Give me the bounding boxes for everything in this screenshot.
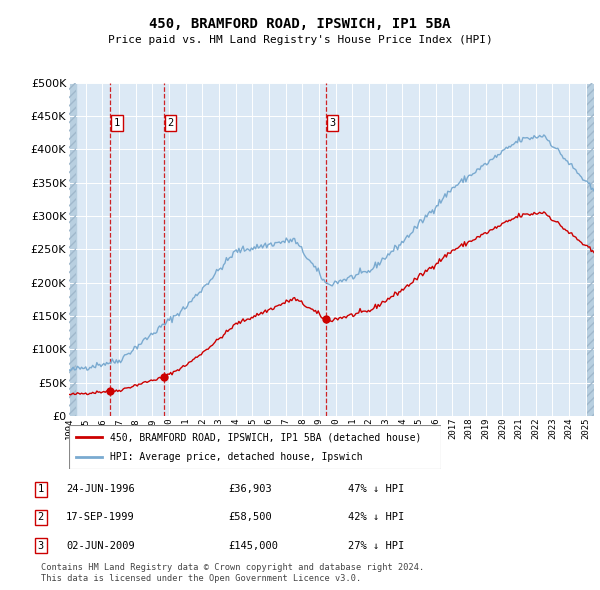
FancyBboxPatch shape bbox=[69, 425, 441, 469]
Text: 42% ↓ HPI: 42% ↓ HPI bbox=[348, 513, 404, 522]
Text: 24-JUN-1996: 24-JUN-1996 bbox=[66, 484, 135, 494]
Text: 3: 3 bbox=[329, 118, 335, 128]
Bar bbox=[587, 83, 594, 416]
Text: £145,000: £145,000 bbox=[228, 541, 278, 550]
Bar bbox=[587, 83, 594, 416]
Bar bbox=[69, 83, 76, 416]
Text: 2: 2 bbox=[38, 513, 44, 522]
Text: £36,903: £36,903 bbox=[228, 484, 272, 494]
Text: Contains HM Land Registry data © Crown copyright and database right 2024.
This d: Contains HM Land Registry data © Crown c… bbox=[41, 563, 424, 583]
Text: HPI: Average price, detached house, Ipswich: HPI: Average price, detached house, Ipsw… bbox=[110, 452, 362, 461]
Text: Price paid vs. HM Land Registry's House Price Index (HPI): Price paid vs. HM Land Registry's House … bbox=[107, 35, 493, 45]
Text: 27% ↓ HPI: 27% ↓ HPI bbox=[348, 541, 404, 550]
Text: 02-JUN-2009: 02-JUN-2009 bbox=[66, 541, 135, 550]
Bar bbox=[69, 83, 76, 416]
Text: 3: 3 bbox=[38, 541, 44, 550]
Text: 1: 1 bbox=[38, 484, 44, 494]
Text: £58,500: £58,500 bbox=[228, 513, 272, 522]
Text: 17-SEP-1999: 17-SEP-1999 bbox=[66, 513, 135, 522]
Text: 450, BRAMFORD ROAD, IPSWICH, IP1 5BA: 450, BRAMFORD ROAD, IPSWICH, IP1 5BA bbox=[149, 17, 451, 31]
Text: 450, BRAMFORD ROAD, IPSWICH, IP1 5BA (detached house): 450, BRAMFORD ROAD, IPSWICH, IP1 5BA (de… bbox=[110, 432, 421, 442]
Text: 1: 1 bbox=[113, 118, 120, 128]
Text: 47% ↓ HPI: 47% ↓ HPI bbox=[348, 484, 404, 494]
Text: 2: 2 bbox=[167, 118, 174, 128]
